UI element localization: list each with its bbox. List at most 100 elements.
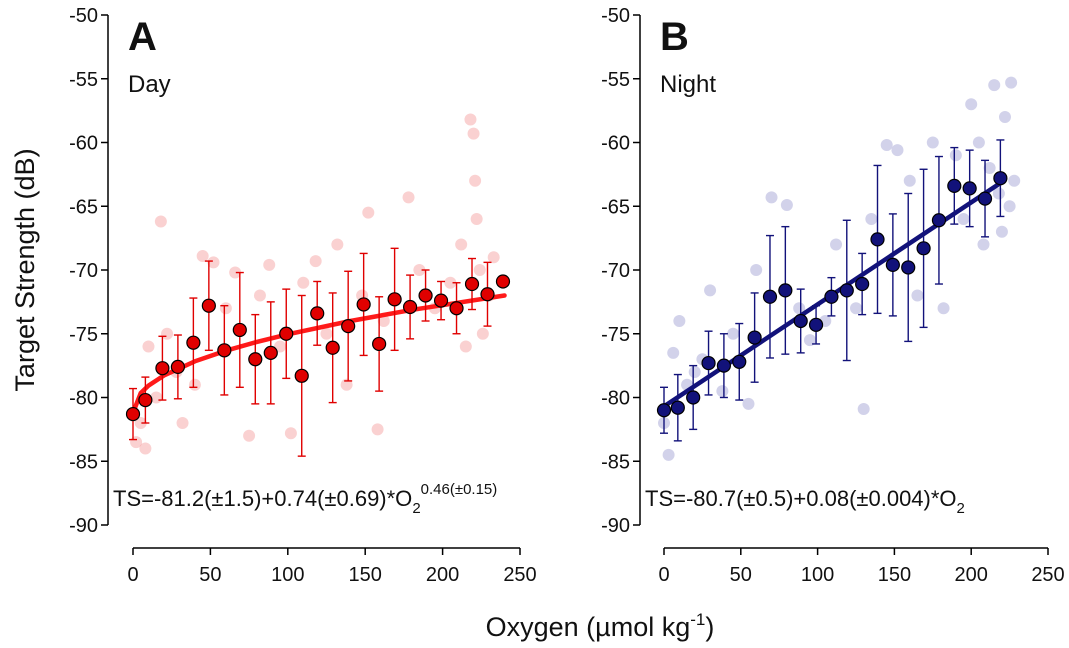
y-tick-label: -75 — [601, 324, 630, 346]
mean-point — [170, 359, 185, 374]
raw-point — [995, 225, 1008, 238]
raw-point — [320, 327, 333, 340]
y-tick-label: -55 — [69, 69, 98, 91]
raw-point — [473, 264, 486, 276]
raw-point — [911, 289, 924, 302]
raw-point — [992, 187, 1005, 200]
y-tick-label: -60 — [69, 133, 98, 155]
equation-text: TS=-81.2(±1.5)+0.74(±0.69)*O — [113, 486, 412, 511]
raw-point — [965, 98, 978, 111]
raw-point — [957, 213, 970, 225]
mean-point — [356, 297, 371, 312]
x-tick-label: 100 — [801, 564, 834, 586]
mean-point — [977, 191, 993, 206]
raw-point — [469, 174, 482, 187]
mean-point — [808, 317, 824, 332]
mean-point — [248, 352, 263, 367]
raw-point — [926, 136, 939, 149]
mean-point — [310, 306, 325, 321]
x-label-end: ) — [705, 612, 714, 642]
raw-point — [803, 334, 816, 347]
raw-point — [134, 417, 147, 429]
raw-point — [371, 423, 384, 436]
raw-point — [1005, 76, 1018, 89]
mean-point — [217, 343, 232, 358]
mean-point — [294, 368, 309, 383]
mean-point — [824, 289, 839, 304]
x-tick-label: 250 — [1031, 564, 1064, 586]
raw-point — [704, 284, 717, 297]
equation: TS=-81.2(±1.5)+0.74(±0.69)*O20.46(±0.15) — [113, 481, 497, 517]
mean-point — [279, 326, 294, 341]
mean-point — [762, 289, 778, 304]
x-tick-label: 200 — [955, 564, 988, 586]
x-tick-label: 0 — [658, 564, 669, 586]
raw-point — [780, 198, 793, 211]
raw-point — [340, 378, 353, 391]
equation-text: TS=-80.7(±0.5)+0.08(±0.004)*O — [645, 486, 957, 511]
raw-point — [196, 249, 209, 262]
raw-point — [750, 264, 763, 276]
y-tick-label: -60 — [601, 133, 630, 155]
x-tick-label: 150 — [349, 564, 382, 586]
raw-point — [972, 136, 985, 149]
mean-point — [125, 406, 141, 422]
raw-point — [467, 127, 480, 140]
y-tick-label: -80 — [69, 388, 98, 410]
raw-point — [263, 258, 276, 271]
raw-point — [331, 238, 344, 251]
equation: TS=-80.7(±0.5)+0.08(±0.004)*O2 — [645, 486, 965, 517]
raw-point — [464, 113, 477, 126]
equation-subscript: 2 — [957, 500, 965, 517]
x-label-text: Oxygen (µmol kg — [486, 612, 691, 642]
raw-point — [1003, 200, 1016, 213]
x-tick-label: 250 — [503, 564, 536, 586]
mean-point — [993, 171, 1008, 186]
raw-point — [362, 206, 375, 219]
raw-point — [444, 276, 457, 289]
raw-point — [857, 402, 870, 415]
y-tick-label: -85 — [601, 451, 630, 473]
y-tick-label: -75 — [69, 324, 98, 346]
mean-point — [138, 392, 153, 408]
raw-point — [219, 302, 232, 315]
mean-point — [495, 274, 511, 289]
y-tick-label: -80 — [601, 388, 630, 410]
mean-point — [793, 313, 808, 329]
x-tick-label: 200 — [426, 564, 459, 586]
raw-point — [716, 385, 729, 398]
raw-point — [476, 327, 489, 340]
mean-point — [449, 301, 464, 316]
mean-point — [186, 335, 201, 350]
mean-point — [402, 299, 418, 315]
x-tick-label: 100 — [271, 564, 304, 586]
panel-subtitle: Night — [660, 71, 716, 98]
mean-point — [155, 361, 170, 376]
mean-point — [656, 403, 672, 418]
raw-point — [455, 238, 468, 251]
mean-point — [480, 287, 495, 302]
raw-point — [176, 417, 189, 429]
y-tick-label: -65 — [69, 196, 98, 218]
raw-point — [207, 256, 220, 269]
mean-point — [670, 400, 685, 415]
mean-point — [433, 293, 449, 308]
raw-point — [229, 266, 242, 279]
raw-point — [765, 191, 778, 204]
mean-point — [418, 288, 433, 303]
y-tick-label: -70 — [69, 260, 98, 282]
mean-point — [716, 358, 732, 373]
mean-point — [839, 283, 854, 298]
raw-point — [459, 340, 472, 353]
raw-point — [274, 340, 287, 353]
equation-subscript: 2 — [412, 500, 420, 517]
mean-point — [747, 330, 762, 345]
y-tick-label: -70 — [601, 260, 630, 282]
raw-point — [850, 302, 862, 315]
mean-point — [464, 276, 480, 292]
x-tick-label: 0 — [127, 564, 138, 586]
panel-label: A — [128, 15, 157, 59]
mean-point — [885, 257, 900, 272]
mean-point — [686, 390, 701, 405]
